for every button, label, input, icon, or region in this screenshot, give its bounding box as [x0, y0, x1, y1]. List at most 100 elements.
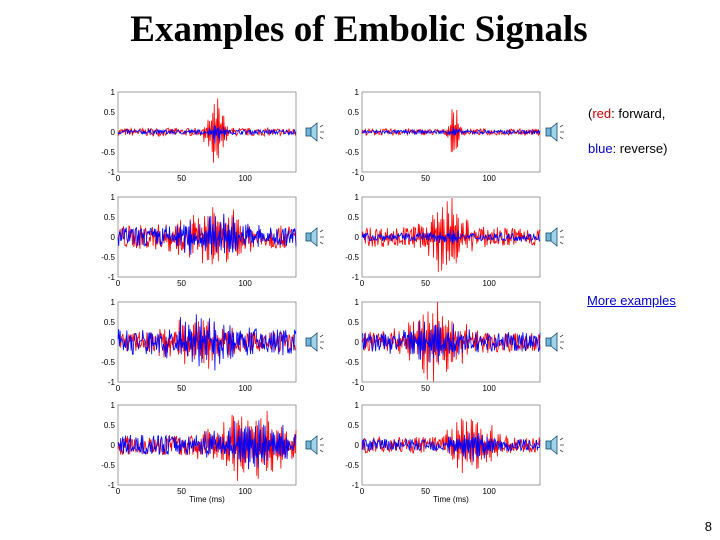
reverse-signal-line: [361, 127, 541, 136]
waveform-plot: 10.50-0.5-10 50 100: [101, 298, 297, 393]
y-tick-label: 0: [355, 233, 360, 242]
waveform-plot: 10.50-0.5-10 50 100: [345, 193, 541, 288]
reverse-signal-line: [117, 213, 297, 255]
y-tick-label: -0.5: [101, 358, 115, 367]
y-tick-label: 0: [355, 128, 360, 137]
forward-signal-line: [117, 207, 297, 265]
x-tick-label: 50: [421, 174, 430, 183]
speaker-icon[interactable]: [305, 332, 327, 352]
y-tick-label: 0: [355, 338, 360, 347]
x-tick-label: 0: [116, 487, 121, 496]
y-tick-label: 0.5: [104, 108, 116, 117]
waveform-panel-6: 1 0.5 0 -0.5 -1 0 50 100: [345, 298, 541, 393]
y-tick-label: 1: [111, 88, 116, 97]
y-tick-label: 0.5: [348, 108, 360, 117]
y-tick-label: 1: [111, 193, 116, 202]
y-tick-label: -1: [352, 168, 360, 177]
x-tick-label: 50: [421, 279, 430, 288]
x-tick-label: 100: [238, 384, 252, 393]
waveform-panel-8: 1 0.5 0 -0.5 -1 0 50 100 Time (ms): [345, 401, 541, 504]
y-tick-label: -1: [108, 481, 116, 490]
y-tick-label: -1: [352, 481, 360, 490]
waveform-panel-1: 1 0.5 0 -0.5 -1 0 50 100: [101, 88, 297, 183]
slide-title: Examples of Embolic Signals: [130, 9, 588, 50]
y-tick-label: -0.5: [345, 148, 359, 157]
y-tick-label: 0: [111, 441, 116, 450]
y-tick-label: 0: [355, 441, 360, 450]
x-tick-label: 50: [177, 279, 186, 288]
reverse-signal-line: [117, 125, 297, 144]
reverse-signal-line: [361, 321, 541, 363]
x-axis-label: Time (ms): [433, 495, 469, 504]
y-tick-label: -0.5: [345, 358, 359, 367]
x-tick-label: 0: [360, 279, 365, 288]
speaker-icon[interactable]: [545, 435, 567, 455]
waveform-panel-4: 1 0.5 0 -0.5 -1 0 50 100: [345, 193, 541, 288]
y-tick-label: 0: [111, 233, 116, 242]
waveform-panel-3: 1 0.5 0 -0.5 -1 0 50 100: [101, 193, 297, 288]
y-tick-label: -1: [108, 168, 116, 177]
y-tick-label: 1: [355, 401, 360, 410]
speaker-icon[interactable]: [545, 227, 567, 247]
y-tick-label: 0.5: [348, 318, 360, 327]
reverse-signal-line: [361, 229, 541, 244]
speaker-icon[interactable]: [305, 435, 327, 455]
reverse-signal-line: [361, 432, 541, 462]
y-tick-label: 0.5: [104, 421, 116, 430]
y-tick-label: 1: [355, 298, 360, 307]
speaker-icon[interactable]: [545, 122, 567, 142]
y-tick-label: -0.5: [345, 461, 359, 470]
waveform-panel-7: 1 0.5 0 -0.5 -1 0 50 100 Time (ms): [101, 401, 297, 504]
y-tick-label: -0.5: [101, 461, 115, 470]
x-tick-label: 50: [177, 384, 186, 393]
y-tick-label: 1: [111, 298, 116, 307]
x-tick-label: 100: [238, 174, 252, 183]
reverse-signal-line: [117, 420, 297, 470]
x-axis-label: Time (ms): [189, 495, 225, 504]
waveform-plot: 10.50-0.5-10 50 100: [345, 298, 541, 393]
y-tick-label: -1: [352, 273, 360, 282]
y-tick-label: -0.5: [101, 148, 115, 157]
y-tick-label: -1: [352, 378, 360, 387]
x-tick-label: 50: [421, 384, 430, 393]
legend-reverse: blue: reverse): [588, 141, 668, 156]
speaker-icon[interactable]: [545, 332, 567, 352]
x-tick-label: 100: [482, 384, 496, 393]
x-tick-label: 100: [482, 279, 496, 288]
y-tick-label: 0: [111, 128, 116, 137]
x-tick-label: 0: [360, 174, 365, 183]
page-number: 8: [704, 519, 712, 534]
waveform-plot: 10.50-0.5-10 50 100: [345, 88, 541, 183]
x-tick-label: 50: [177, 174, 186, 183]
x-tick-label: 100: [238, 487, 252, 496]
speaker-icon[interactable]: [305, 227, 327, 247]
speaker-icon[interactable]: [305, 122, 327, 142]
y-tick-label: 1: [355, 193, 360, 202]
legend: (red: forward, blue: reverse): [588, 96, 667, 166]
x-tick-label: 100: [482, 174, 496, 183]
y-tick-label: 1: [355, 88, 360, 97]
waveform-panel-5: 1 0.5 0 -0.5 -1 0 50 100: [101, 298, 297, 393]
x-tick-label: 0: [360, 384, 365, 393]
reverse-signal-line: [117, 314, 297, 371]
y-tick-label: -1: [108, 378, 116, 387]
y-tick-label: 0: [111, 338, 116, 347]
y-tick-label: -0.5: [101, 253, 115, 262]
x-tick-label: 0: [116, 279, 121, 288]
x-tick-label: 50: [421, 487, 430, 496]
waveform-plot: 10.50-0.5-10 50 100: [101, 193, 297, 288]
y-tick-label: 0.5: [104, 213, 116, 222]
x-tick-label: 0: [116, 174, 121, 183]
x-tick-label: 50: [177, 487, 186, 496]
x-tick-label: 100: [238, 279, 252, 288]
waveform-plot: 10.50-0.5-10 50 100: [101, 88, 297, 183]
y-tick-label: -1: [108, 273, 116, 282]
y-tick-label: 0.5: [348, 421, 360, 430]
legend-forward: (red: forward,: [588, 106, 666, 121]
y-tick-label: -0.5: [345, 253, 359, 262]
waveform-panel-2: 1 0.5 0 -0.5 -1 0 50 100: [345, 88, 541, 183]
more-examples-link[interactable]: More examples: [587, 293, 676, 308]
x-tick-label: 100: [482, 487, 496, 496]
